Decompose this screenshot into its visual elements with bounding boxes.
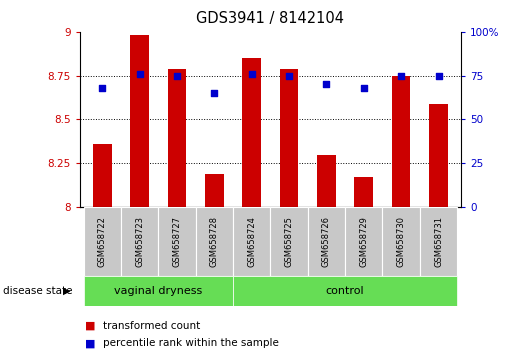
Bar <box>392 76 410 207</box>
Point <box>434 73 442 79</box>
Bar <box>121 207 158 276</box>
Bar <box>345 207 383 276</box>
Text: vaginal dryness: vaginal dryness <box>114 286 202 296</box>
Point <box>397 73 405 79</box>
Point <box>248 71 256 77</box>
Text: GSM658727: GSM658727 <box>173 216 181 267</box>
Bar <box>93 144 112 207</box>
Bar <box>243 58 261 207</box>
Bar <box>83 207 121 276</box>
Point <box>285 73 293 79</box>
Point <box>173 73 181 79</box>
Text: GSM658726: GSM658726 <box>322 216 331 267</box>
Text: GSM658724: GSM658724 <box>247 216 256 267</box>
Bar <box>280 69 298 207</box>
Bar <box>233 276 457 306</box>
Text: percentile rank within the sample: percentile rank within the sample <box>103 338 279 348</box>
Point <box>210 90 218 96</box>
Text: ■: ■ <box>85 321 95 331</box>
Bar <box>233 207 270 276</box>
Text: disease state: disease state <box>3 286 72 296</box>
Bar <box>158 207 196 276</box>
Bar <box>205 174 224 207</box>
Bar <box>383 207 420 276</box>
Text: GSM658729: GSM658729 <box>359 216 368 267</box>
Text: control: control <box>326 286 365 296</box>
Bar <box>130 35 149 207</box>
Point <box>322 81 331 87</box>
Point <box>98 85 107 91</box>
Bar <box>420 207 457 276</box>
Text: transformed count: transformed count <box>103 321 200 331</box>
Text: GDS3941 / 8142104: GDS3941 / 8142104 <box>196 11 345 25</box>
Point <box>359 85 368 91</box>
Bar <box>167 69 186 207</box>
Text: GSM658725: GSM658725 <box>285 216 294 267</box>
Text: GSM658728: GSM658728 <box>210 216 219 267</box>
Text: ▶: ▶ <box>63 286 71 296</box>
Bar <box>270 207 308 276</box>
Bar <box>317 154 336 207</box>
Bar <box>83 276 233 306</box>
Text: ■: ■ <box>85 338 95 348</box>
Bar <box>308 207 345 276</box>
Bar <box>354 177 373 207</box>
Point <box>135 71 144 77</box>
Bar <box>196 207 233 276</box>
Bar <box>429 104 448 207</box>
Text: GSM658722: GSM658722 <box>98 216 107 267</box>
Text: GSM658723: GSM658723 <box>135 216 144 267</box>
Text: GSM658731: GSM658731 <box>434 216 443 267</box>
Text: GSM658730: GSM658730 <box>397 216 406 267</box>
